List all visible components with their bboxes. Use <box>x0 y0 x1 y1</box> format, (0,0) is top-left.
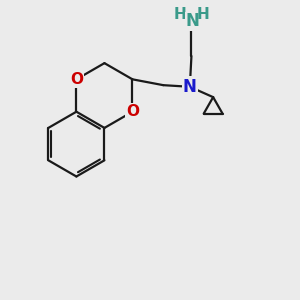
Text: N: N <box>183 78 197 96</box>
Text: O: O <box>70 72 83 87</box>
Text: O: O <box>126 104 139 119</box>
Text: H: H <box>196 7 209 22</box>
Text: H: H <box>174 7 187 22</box>
Text: N: N <box>186 12 200 30</box>
